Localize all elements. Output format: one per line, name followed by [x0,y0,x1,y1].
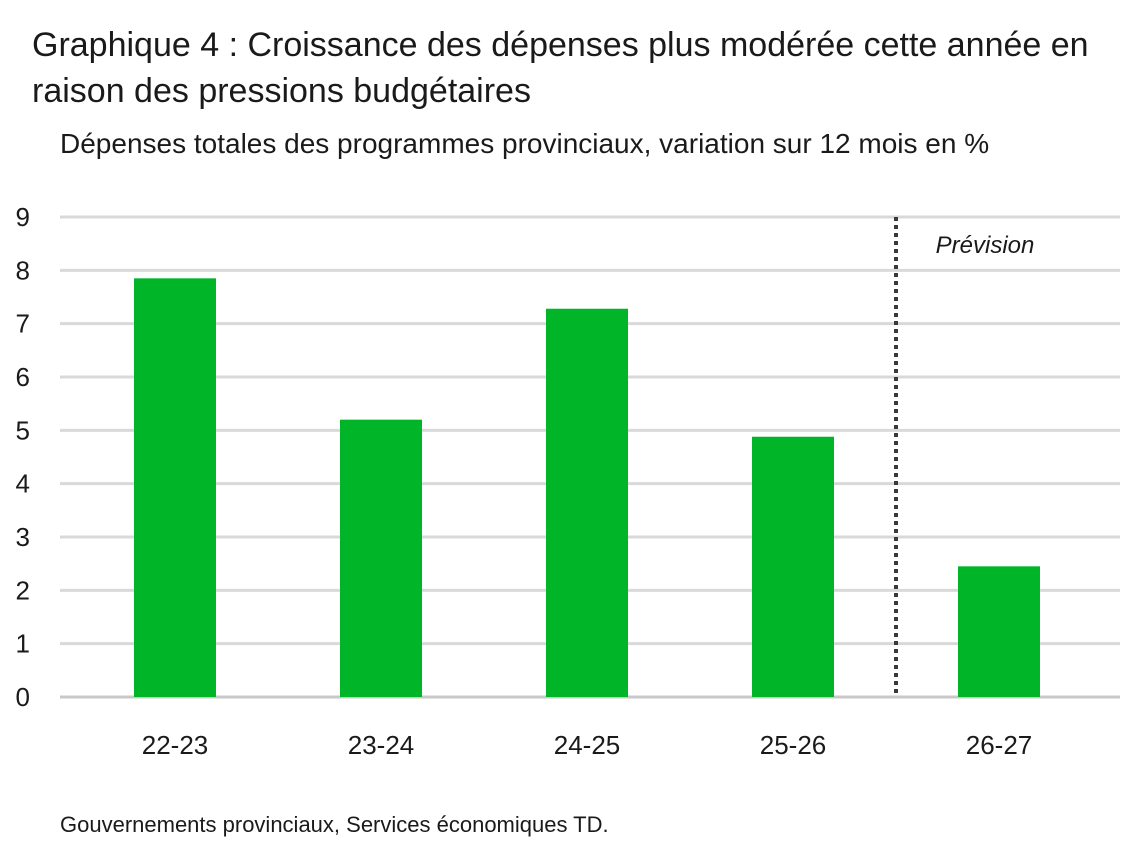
chart-subtitle: Dépenses totales des programmes provinci… [60,128,990,159]
bar-23-24 [340,419,422,697]
y-tick-label-2: 2 [16,575,30,605]
y-tick-label-8: 8 [16,255,30,285]
x-tick-label-22-23: 22-23 [142,730,209,760]
x-tick-label-25-26: 25-26 [760,730,827,760]
y-tick-label-5: 5 [16,415,30,445]
y-tick-label-1: 1 [16,629,30,659]
bar-26-27 [958,566,1040,697]
forecast-annotation: Prévision [936,232,1035,259]
y-tick-label-9: 9 [16,202,30,232]
bar-24-25 [546,308,628,697]
y-tick-label-7: 7 [16,309,30,339]
y-tick-label-3: 3 [16,522,30,552]
x-tick-label-26-27: 26-27 [966,730,1033,760]
x-tick-label-23-24: 23-24 [348,730,415,760]
x-tick-label-24-25: 24-25 [554,730,621,760]
bar-25-26 [752,436,834,697]
y-tick-label-0: 0 [16,682,30,712]
bar-22-23 [134,278,216,697]
y-tick-label-4: 4 [16,469,30,499]
chart-title: Graphique 4 : Croissance des dépenses pl… [32,26,1089,110]
y-tick-label-6: 6 [16,362,30,392]
source-note: Gouvernements provinciaux, Services écon… [60,812,609,837]
